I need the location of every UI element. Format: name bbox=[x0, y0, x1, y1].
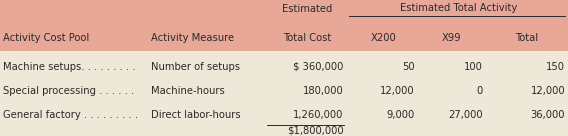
Text: Machine-hours: Machine-hours bbox=[151, 86, 224, 96]
Text: X99: X99 bbox=[442, 33, 461, 43]
Text: Total: Total bbox=[515, 33, 538, 43]
Text: 27,000: 27,000 bbox=[448, 110, 483, 120]
Text: Machine setups. . . . . . . . .: Machine setups. . . . . . . . . bbox=[3, 62, 135, 72]
Text: $ 360,000: $ 360,000 bbox=[293, 62, 344, 72]
Text: 150: 150 bbox=[546, 62, 565, 72]
Text: 50: 50 bbox=[402, 62, 415, 72]
Bar bbox=[0, 0, 568, 51]
Text: Special processing . . . . . .: Special processing . . . . . . bbox=[3, 86, 134, 96]
Text: 36,000: 36,000 bbox=[531, 110, 565, 120]
Text: 12,000: 12,000 bbox=[531, 86, 565, 96]
Text: 100: 100 bbox=[464, 62, 483, 72]
Text: Estimated: Estimated bbox=[282, 4, 332, 14]
Text: General factory . . . . . . . . .: General factory . . . . . . . . . bbox=[3, 110, 138, 120]
Text: Activity Cost Pool: Activity Cost Pool bbox=[3, 33, 89, 43]
Text: Total Cost: Total Cost bbox=[283, 33, 331, 43]
Text: $1,800,000: $1,800,000 bbox=[287, 126, 344, 136]
Text: Estimated Total Activity: Estimated Total Activity bbox=[400, 3, 517, 13]
Text: 0: 0 bbox=[477, 86, 483, 96]
Text: Number of setups: Number of setups bbox=[151, 62, 240, 72]
Text: 12,000: 12,000 bbox=[380, 86, 415, 96]
Text: Direct labor-hours: Direct labor-hours bbox=[151, 110, 240, 120]
Text: 180,000: 180,000 bbox=[303, 86, 344, 96]
Text: 9,000: 9,000 bbox=[386, 110, 415, 120]
Text: Activity Measure: Activity Measure bbox=[151, 33, 233, 43]
Bar bbox=[0, 51, 568, 136]
Text: X200: X200 bbox=[370, 33, 396, 43]
Text: 1,260,000: 1,260,000 bbox=[293, 110, 344, 120]
